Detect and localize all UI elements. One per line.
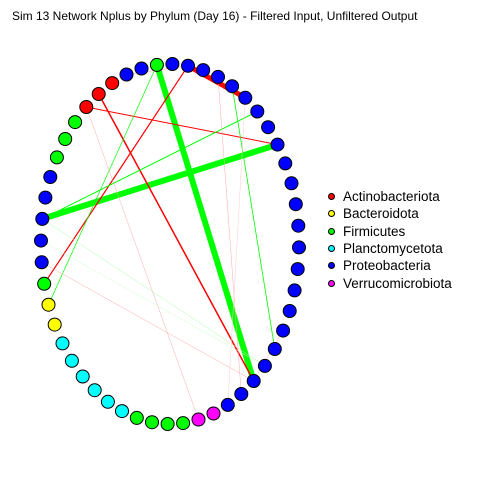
legend-marker — [328, 245, 335, 253]
network-node — [278, 156, 293, 171]
network-node — [270, 137, 285, 152]
network-edge — [253, 330, 284, 382]
network-node — [43, 170, 58, 184]
network-node — [37, 276, 52, 291]
network-node — [58, 132, 73, 146]
network-node — [196, 63, 211, 78]
network-edge — [217, 76, 242, 395]
network-edge — [98, 93, 255, 382]
network-node — [41, 297, 56, 312]
network-edge — [42, 111, 258, 220]
network-node — [55, 336, 70, 351]
network-node — [181, 58, 195, 73]
network-node — [225, 79, 240, 94]
network-edge — [42, 218, 266, 367]
network-node — [68, 115, 83, 130]
legend-item: Planctomycetota — [328, 240, 452, 257]
legend-item: Firmicutes — [328, 223, 452, 240]
network-node — [129, 410, 144, 425]
network-node — [261, 120, 276, 135]
network-node — [234, 387, 249, 401]
network-node — [34, 255, 49, 270]
network-node — [291, 218, 306, 233]
network-edge — [231, 86, 276, 350]
network-node — [206, 406, 221, 421]
legend-label: Actinobacteriota — [343, 189, 440, 205]
network-node — [64, 353, 79, 368]
network-node — [75, 369, 90, 384]
legend-marker — [328, 193, 335, 201]
network-node — [79, 100, 94, 114]
legend-label: Bacteroidota — [343, 206, 419, 222]
network-node — [49, 150, 64, 165]
network-edge — [86, 106, 278, 146]
network-edge — [227, 97, 246, 405]
network-node — [35, 211, 50, 226]
legend-marker — [328, 279, 335, 287]
network-node — [47, 317, 62, 332]
network-node — [276, 323, 291, 338]
network-node — [191, 412, 206, 427]
network-node — [220, 397, 235, 412]
edge-layer — [40, 63, 284, 420]
network-node — [287, 283, 302, 298]
network-node — [87, 383, 102, 398]
legend-label: Verrucomicrobiota — [343, 275, 452, 291]
network-edge — [43, 65, 189, 285]
legend-marker — [328, 210, 335, 218]
network-node — [246, 374, 261, 388]
network-node — [145, 415, 159, 430]
network-node — [282, 304, 297, 318]
chart-title: Sim 13 Network Nplus by Phylum (Day 16) … — [12, 9, 418, 23]
network-node — [149, 57, 164, 72]
legend-label: Planctomycetota — [343, 241, 443, 257]
legend-label: Proteobacteria — [343, 258, 431, 274]
network-edge — [86, 106, 199, 420]
network-node — [211, 69, 225, 84]
network-node — [284, 176, 299, 191]
network-node — [238, 90, 253, 105]
network-edge — [40, 240, 266, 367]
network-node — [290, 262, 305, 277]
network-node — [165, 57, 180, 71]
network-node — [100, 394, 115, 409]
network-node — [115, 404, 129, 419]
legend: Actinobacteriota Bacteroidota Firmicutes Pl… — [328, 188, 452, 292]
legend-item: Proteobacteria — [328, 257, 452, 274]
legend-label: Firmicutes — [343, 223, 406, 239]
network-node — [267, 342, 282, 356]
network-node — [105, 76, 120, 91]
node-layer — [34, 57, 306, 431]
network-edge — [41, 262, 254, 382]
network-node — [176, 416, 191, 431]
network-edge — [48, 64, 158, 305]
legend-marker — [328, 227, 335, 235]
network-node — [257, 358, 272, 373]
network-node — [160, 417, 175, 431]
network-node — [91, 87, 106, 101]
network-node — [119, 67, 134, 82]
network-node — [134, 61, 149, 76]
legend-item: Verrucomicrobiota — [328, 274, 452, 291]
network-edge — [154, 64, 257, 382]
legend-item: Actinobacteriota — [328, 188, 452, 205]
network-node — [38, 190, 53, 205]
network-node — [288, 197, 303, 212]
legend-marker — [328, 262, 335, 270]
legend-item: Bacteroidota — [328, 205, 452, 222]
network-edge — [41, 141, 279, 222]
network-node — [292, 240, 306, 255]
network-node — [250, 104, 265, 119]
network-node — [34, 233, 48, 248]
